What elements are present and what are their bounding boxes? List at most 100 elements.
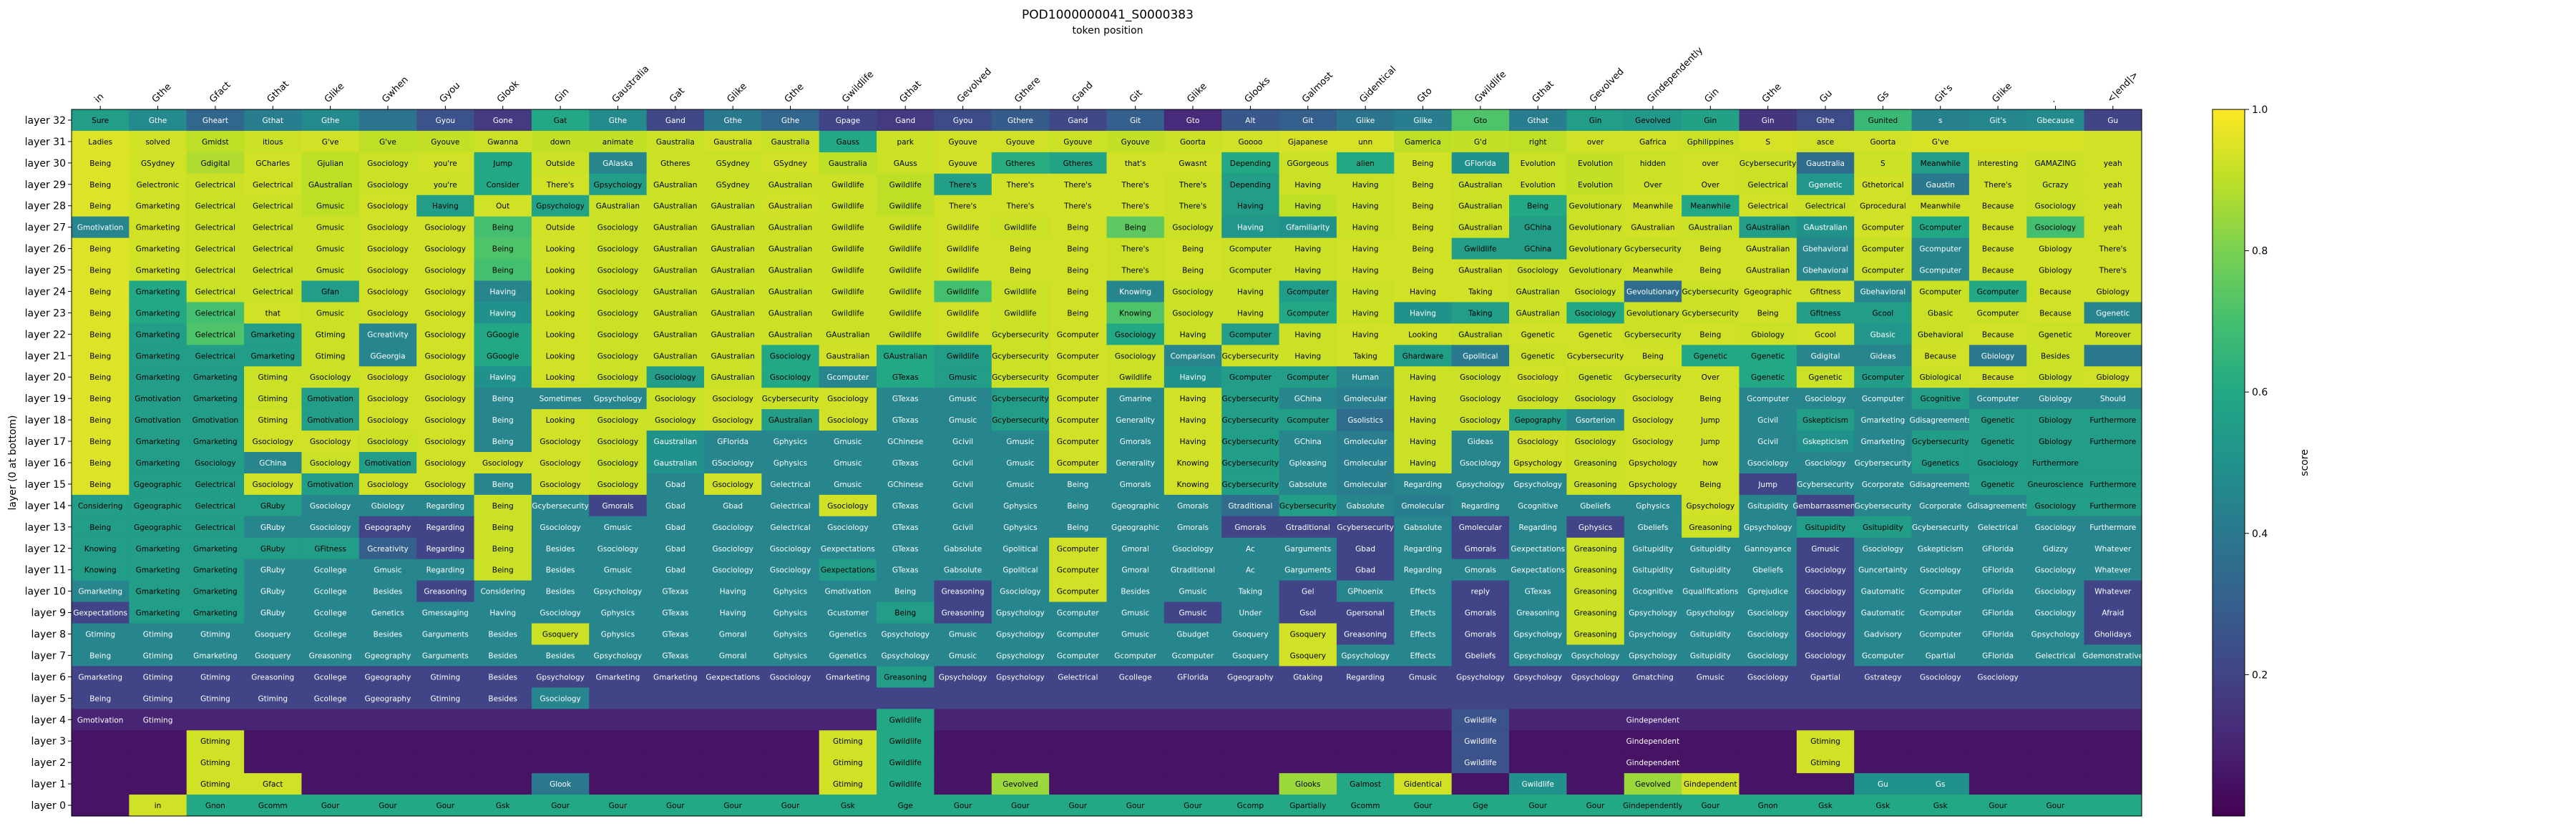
heatmap-cell bbox=[1682, 773, 1740, 795]
heatmap-cell bbox=[244, 302, 303, 324]
heatmap-cell bbox=[301, 580, 360, 603]
cell-label: GRuby bbox=[260, 502, 286, 511]
heatmap-cell bbox=[819, 409, 877, 431]
cell-label: Gone bbox=[493, 117, 513, 125]
cell-label: Gsociology bbox=[1518, 267, 1558, 275]
y-tick-label: layer 28 bbox=[25, 201, 66, 212]
heatmap-cell bbox=[358, 366, 417, 388]
cell-label: yeah bbox=[2104, 202, 2122, 211]
cell-label: Gsociology bbox=[1747, 459, 1788, 468]
heatmap-cell bbox=[934, 752, 992, 774]
heatmap-cell bbox=[244, 280, 303, 303]
cell-label: Being bbox=[89, 309, 111, 318]
cell-label: Gsociology bbox=[1460, 459, 1501, 468]
heatmap-cell bbox=[1968, 109, 2027, 132]
heatmap-cell bbox=[2026, 388, 2085, 410]
heatmap-cell bbox=[1968, 259, 2027, 282]
cell-label: Gsociology bbox=[1805, 395, 1845, 403]
heatmap-cell bbox=[1336, 237, 1395, 260]
heatmap-cell bbox=[2084, 302, 2142, 324]
x-tick-label: Gin bbox=[552, 87, 571, 105]
cell-label: Gideas bbox=[1870, 352, 1896, 360]
heatmap-cell bbox=[186, 259, 245, 282]
cell-label: Gwildlife bbox=[889, 780, 922, 789]
heatmap-cell bbox=[1624, 537, 1682, 560]
cell-label: GAustralian bbox=[711, 245, 755, 254]
cell-label: Gmarketing bbox=[136, 224, 180, 232]
heatmap-cell bbox=[186, 752, 245, 774]
heatmap-cell bbox=[1566, 644, 1625, 667]
cell-label: Gcreativity bbox=[367, 330, 408, 339]
heatmap-cell bbox=[474, 516, 532, 539]
heatmap-cell bbox=[877, 409, 935, 431]
heatmap-cell bbox=[2084, 559, 2142, 581]
cell-label: Gsoquery bbox=[255, 631, 291, 639]
heatmap-cell bbox=[589, 216, 648, 239]
heatmap-cell bbox=[646, 259, 705, 282]
heatmap-cell bbox=[129, 431, 187, 453]
heatmap-cell bbox=[244, 730, 303, 752]
heatmap-cell bbox=[589, 237, 648, 260]
cell-label: Gcomputer bbox=[826, 373, 869, 382]
heatmap-cell bbox=[1796, 366, 1855, 388]
heatmap-cell bbox=[1163, 195, 1222, 217]
cell-label: GPhoenix bbox=[1347, 588, 1383, 596]
cell-label: Gpsychology bbox=[2031, 631, 2080, 639]
heatmap-cell bbox=[1682, 452, 1740, 474]
cell-label: Gsoquery bbox=[1290, 631, 1326, 639]
cell-label: Gsociology bbox=[367, 267, 408, 275]
cell-label: GAustralian bbox=[1746, 267, 1790, 275]
cell-label: Gwildlife bbox=[831, 309, 864, 318]
cell-label: GAustralian bbox=[769, 287, 812, 296]
heatmap-cell bbox=[244, 666, 303, 688]
cell-label: Gevolved bbox=[1635, 117, 1671, 125]
cell-label: Gwildlife bbox=[1119, 373, 1151, 382]
y-tick-label: layer 13 bbox=[25, 522, 66, 534]
cell-label: Gsociology bbox=[2035, 224, 2076, 232]
heatmap-cell bbox=[589, 623, 648, 646]
heatmap-cell bbox=[531, 323, 590, 345]
cell-label: Having bbox=[1352, 330, 1379, 339]
heatmap-cell bbox=[244, 366, 303, 388]
heatmap-cell bbox=[1624, 623, 1682, 646]
cell-label: Evolution bbox=[1521, 181, 1556, 190]
cell-label: how bbox=[1702, 459, 1718, 468]
cell-label: down bbox=[550, 138, 570, 147]
cell-label: Gmusic bbox=[1697, 673, 1724, 682]
heatmap-cell bbox=[1451, 280, 1510, 303]
heatmap-cell bbox=[1279, 601, 1337, 624]
cell-label: Meanwhile bbox=[1690, 202, 1730, 211]
cell-label: Gwildlife bbox=[1464, 245, 1496, 254]
heatmap-cell bbox=[2026, 280, 2085, 303]
heatmap-cell bbox=[1163, 773, 1222, 795]
heatmap-cell bbox=[1566, 795, 1625, 817]
heatmap-cell bbox=[646, 795, 705, 817]
heatmap-cell bbox=[2084, 431, 2142, 453]
heatmap-cell bbox=[1796, 345, 1855, 367]
cell-label: Gpsychology bbox=[1513, 459, 1562, 468]
heatmap-cell bbox=[761, 280, 820, 303]
heatmap-cell bbox=[1796, 173, 1855, 196]
heatmap-cell bbox=[1739, 494, 1797, 517]
heatmap-cell bbox=[129, 409, 187, 431]
heatmap-cell bbox=[1106, 601, 1165, 624]
heatmap-cell bbox=[186, 580, 245, 603]
heatmap-cell bbox=[1682, 302, 1740, 324]
heatmap-cell bbox=[1336, 259, 1395, 282]
heatmap-cell bbox=[72, 773, 130, 795]
cell-label: Looking bbox=[546, 352, 575, 360]
heatmap-cell bbox=[646, 173, 705, 196]
heatmap-cell bbox=[877, 601, 935, 624]
cell-label: Taking bbox=[1468, 309, 1492, 318]
heatmap-cell bbox=[1279, 580, 1337, 603]
x-tick-label: . bbox=[2048, 95, 2058, 105]
cell-label: Gcomputer bbox=[1172, 652, 1214, 660]
heatmap-cell bbox=[1509, 773, 1567, 795]
cell-label: Gbad bbox=[665, 502, 686, 511]
cell-label: Gexpectations bbox=[1511, 545, 1565, 554]
cell-label: Gmarketing bbox=[136, 309, 180, 318]
cell-label: Gmoral bbox=[719, 631, 746, 639]
cell-label: Gsociology bbox=[597, 330, 638, 339]
cell-label: GAustralian bbox=[596, 202, 640, 211]
heatmap-cell bbox=[416, 323, 475, 345]
